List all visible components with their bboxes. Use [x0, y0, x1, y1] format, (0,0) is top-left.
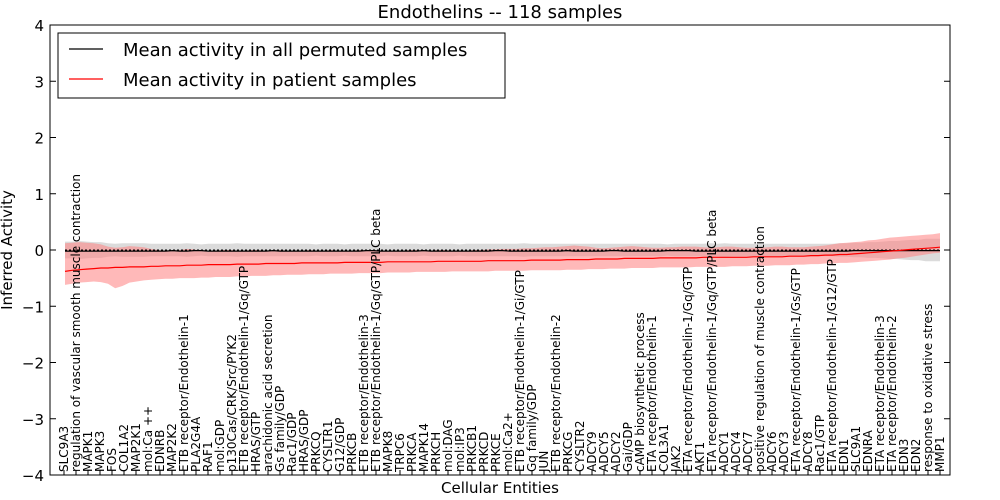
x-tick-label: HRAS/GDP	[297, 409, 311, 472]
y-axis-label: Inferred Activity	[0, 190, 16, 310]
x-tick-label: SLC9A3	[57, 426, 71, 472]
x-tick-label: PRKCH	[429, 432, 443, 472]
x-tick-label: EDN1	[837, 439, 851, 472]
x-tick-label: mol:IP3	[453, 427, 467, 472]
x-tick-label: ETB receptor/Endothelin-2	[549, 314, 563, 472]
y-axis: 4 3 2 1 0 −1 −2 −3 −4	[22, 17, 950, 485]
x-tick-label: ETA receptor/Endothelin-1/Gs/GTP	[789, 268, 803, 472]
x-tick-label: cAMP biosynthetic process	[633, 312, 647, 472]
x-tick-label: TRPC6	[393, 433, 407, 473]
x-tick-label: COL1A2	[117, 424, 131, 472]
x-axis-label: Cellular Entities	[441, 479, 559, 497]
plot-area	[64, 233, 941, 289]
x-tick-label: mol:GDP	[213, 420, 227, 472]
x-tick-label: PRKCE	[489, 433, 503, 472]
x-tick-label: ETB receptor/Endothelin-1/Gi/GTP	[513, 270, 527, 472]
axes-frame	[49, 24, 951, 476]
x-tick-label: ETB receptor/Endothelin-1	[177, 314, 191, 472]
x-tick-label: Gs family/GDP	[273, 386, 287, 472]
y-tick-label: −2	[22, 355, 44, 373]
x-tick-label: JAK2	[669, 445, 683, 473]
legend: Mean activity in all permuted samples Me…	[57, 32, 506, 99]
x-tick-label: CYSLTR1	[321, 421, 335, 472]
x-tick-label: PRKCA	[405, 432, 419, 472]
x-tick-label: MAP2K1	[129, 423, 143, 472]
x-tick-label: Rac1/GTP	[813, 415, 827, 472]
y-tick-label: −4	[22, 467, 44, 485]
x-tick-label: EDN2	[909, 439, 923, 472]
x-tick-label: ETA receptor/Endothelin-1/G12/GTP	[825, 259, 839, 472]
y-tick-label: 0	[34, 242, 44, 260]
x-tick-label: mol:DAG	[441, 419, 455, 472]
patient-mean-line	[64, 246, 941, 272]
x-tick-label: response to oxidative stress	[921, 304, 935, 472]
x-tick-label: mol:Ca2+	[501, 412, 515, 472]
x-tick-label: positive regulation of muscle contractio…	[753, 226, 767, 472]
x-tick-label: ETB receptor/Endothelin-1/Gq/GTP	[237, 266, 251, 472]
x-tick-label: ADCY5	[597, 431, 611, 472]
y-tick-label: 3	[34, 73, 44, 91]
x-tick-label: ADCY6	[765, 431, 779, 472]
y-tick-label: 1	[34, 186, 44, 204]
x-tick-label: ADCY9	[585, 431, 599, 472]
x-tick-label: Gq family/GDP	[525, 384, 539, 472]
x-tick-label: HRAS/GTP	[249, 412, 263, 472]
legend-box	[57, 32, 506, 99]
permuted-mean-line	[65, 249, 940, 252]
x-tick-label: CYSLTR2	[573, 421, 587, 472]
legend-label-patient: Mean activity in patient samples	[123, 70, 417, 91]
x-tick-label: PRKCG	[561, 432, 575, 472]
x-tick-label: MAPK14	[417, 423, 431, 472]
legend-label-permuted: Mean activity in all permuted samples	[123, 40, 467, 61]
x-tick-label: ADCY8	[801, 431, 815, 472]
x-tick-label: ADCY7	[741, 431, 755, 472]
x-tick-label: ADCY1	[717, 431, 731, 472]
x-tick-label: MMP1	[933, 436, 947, 472]
x-tick-label: PRKCB	[345, 433, 359, 472]
x-tick-label: regulation of vascular smooth muscle con…	[69, 174, 83, 472]
x-tick-label: SLC9A1	[849, 426, 863, 472]
x-tick-label: MAPK3	[93, 431, 107, 472]
x-tick-label: PRKCQ	[309, 431, 323, 472]
x-tick-label: MAPK1	[81, 431, 95, 472]
x-tick-label: PRKCB1	[465, 425, 479, 472]
x-tick-label: MAPK8	[381, 431, 395, 472]
x-tick-label: PRKCD	[477, 432, 491, 472]
x-tick-label: mol:Ca ++	[141, 406, 155, 472]
x-tick-label: Rac1/GDP	[285, 413, 299, 472]
x-tick-label: RAF1	[201, 441, 215, 472]
x-tick-label: G12/GDP	[333, 418, 347, 472]
x-tick-label: FOS	[105, 448, 119, 472]
x-tick-label: PLA2G4A	[189, 416, 203, 472]
x-tick-label: ADCY4	[729, 431, 743, 472]
x-tick-label: ETA receptor/Endothelin-1	[645, 315, 659, 472]
x-tick-label: JUN	[537, 451, 551, 473]
x-tick-label: ETB receptor/Endothelin-1/Gq/GTP/PLC bet…	[369, 209, 383, 472]
x-tick-label: EDNRB	[153, 430, 167, 472]
y-tick-label: 2	[34, 130, 44, 148]
x-tick-label: ETA receptor/Endothelin-1/Gq/GTP/PLC bet…	[705, 210, 719, 472]
x-tick-label: ETB receptor/Endothelin-3	[357, 314, 371, 472]
x-tick-label: EDNRA	[861, 429, 875, 472]
x-tick-label: ETA receptor/Endothelin-1/Gq/GTP	[681, 267, 695, 472]
x-tick-label: p130Cas/CRK/Src/PYK2	[225, 334, 239, 472]
x-tick-label: ETA receptor/Endothelin-3	[873, 315, 887, 472]
chart-title: Endothelins -- 118 samples	[378, 2, 623, 23]
y-tick-label: −3	[22, 411, 44, 429]
x-tick-label: MAP2K2	[165, 423, 179, 472]
x-tick-label: arachidonic acid secretion	[261, 315, 275, 472]
x-tick-label: EDN3	[897, 439, 911, 472]
x-tick-label: AKT1	[693, 442, 707, 472]
x-tick-label: ADCY2	[609, 431, 623, 472]
y-tick-label: 4	[34, 17, 44, 35]
x-tick-label: Gai/GDP	[621, 422, 635, 472]
x-tick-label: ETA receptor/Endothelin-2	[885, 315, 899, 472]
y-tick-label: −1	[22, 298, 44, 316]
x-tick-label: ADCY3	[777, 431, 791, 472]
x-tick-label: COL3A1	[657, 424, 671, 472]
